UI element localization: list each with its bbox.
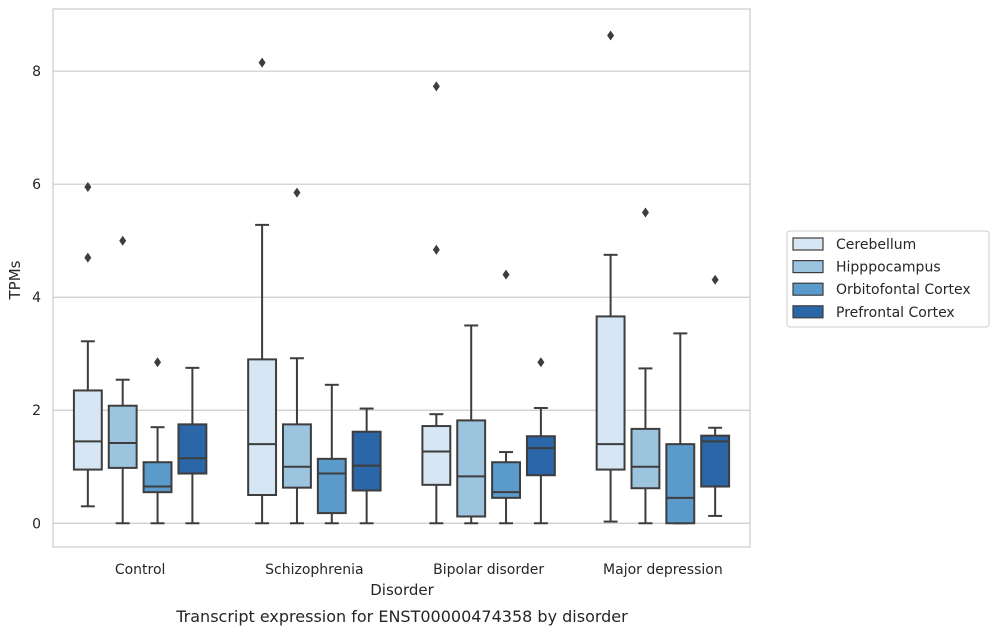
outlier-point [432,81,440,92]
outlier-point [154,357,162,368]
legend-label: Hipppocampus [836,260,941,276]
outlier-point [119,235,127,246]
y-tick-labels: 0 2 4 6 8 [32,64,41,532]
outlier-point [258,57,266,68]
box-3-2 [665,332,696,525]
box-2-3 [525,357,556,525]
box [247,358,278,497]
box-0-0 [72,182,103,508]
y-tick-label: 2 [32,403,41,419]
box [72,389,103,471]
box [665,443,696,525]
box [421,425,452,486]
box-1-0 [247,57,278,525]
box-0-3 [177,366,208,525]
box-2-2 [491,269,521,525]
legend-label: Cerebellum [836,237,916,253]
legend-frame [786,230,990,328]
box-3-1 [630,207,661,525]
box [700,434,731,488]
box [142,461,173,494]
outlier-point [607,30,615,41]
box-0-2 [142,357,173,525]
box [107,404,138,469]
outlier-point [502,269,510,280]
box [316,457,347,515]
y-tick-label: 0 [32,516,41,532]
outlier-point [537,357,545,368]
legend-swatch [792,305,824,319]
y-axis-label: TPMs [6,260,24,300]
x-tick-label: Major depression [603,562,723,578]
legend: Cerebellum Hipppocampus Orbitofontal Corte… [786,230,990,328]
y-tick-label: 8 [32,64,41,80]
x-tick-labels: Control Schizophrenia Bipolar disorder Majo… [115,562,723,578]
box-2-0 [421,81,452,525]
outlier-point [711,274,719,285]
legend-swatch [792,282,824,296]
x-axis-label: Disorder [370,581,434,599]
box [525,435,556,477]
box-1-3 [351,407,382,525]
box [177,423,208,475]
x-tick-label: Control [115,562,166,578]
outlier-point [641,207,649,218]
box-1-2 [316,383,347,525]
box-3-0 [595,30,626,523]
legend-label: Prefrontal Cortex [836,305,955,321]
box [630,427,661,490]
box [456,419,487,518]
box-2-1 [456,324,487,525]
outlier-point [293,187,301,198]
plot-frame [52,8,751,548]
y-tick-label: 6 [32,177,41,193]
box [595,315,626,471]
x-tick-label: Schizophrenia [265,562,363,578]
outlier-point [84,182,92,193]
legend-swatch [792,237,824,251]
outlier-point [432,244,440,255]
box-0-1 [107,235,138,525]
x-tick-label: Bipolar disorder [433,562,544,578]
box-groups [72,30,731,525]
box-1-1 [282,187,312,525]
y-tick-label: 4 [32,290,41,306]
legend-label: Orbitofontal Cortex [836,282,971,298]
outlier-point [84,252,92,263]
box [351,430,382,492]
box [282,423,312,489]
y-grid-lines [53,70,750,524]
chart-caption: Transcript expression for ENST0000047435… [175,607,628,626]
legend-swatch [792,260,824,274]
box-3-3 [700,274,731,517]
